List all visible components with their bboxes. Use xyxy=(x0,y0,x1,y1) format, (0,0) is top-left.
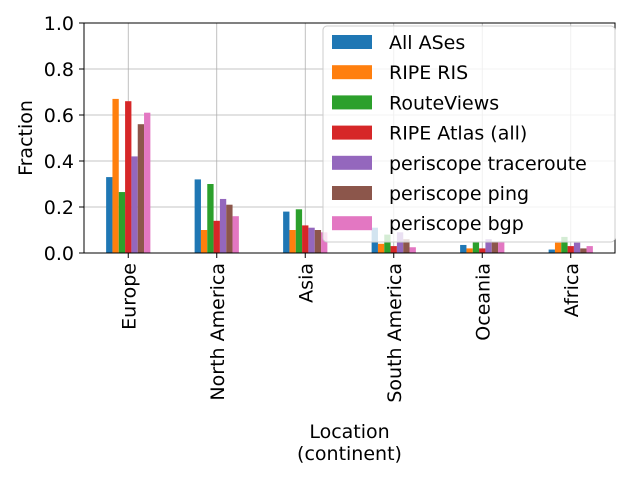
bar xyxy=(226,204,233,253)
x-axis-label: Location (continent) xyxy=(297,421,402,465)
legend-entry: periscope bgp xyxy=(389,213,524,235)
bar xyxy=(125,101,132,253)
bar xyxy=(131,156,138,253)
bar xyxy=(314,230,322,253)
legend-box xyxy=(322,25,616,243)
bar xyxy=(573,242,581,253)
legend-swatch xyxy=(332,35,372,49)
bar xyxy=(548,249,555,253)
bar xyxy=(200,230,208,253)
bar xyxy=(390,246,397,253)
bar xyxy=(118,192,126,253)
y-axis-label: Fraction xyxy=(15,100,37,176)
legend-entry: periscope traceroute xyxy=(389,153,587,175)
bar xyxy=(194,179,201,253)
bar xyxy=(213,220,220,253)
legend-swatch xyxy=(332,95,372,110)
bar xyxy=(554,242,562,253)
bar xyxy=(409,247,416,253)
bar xyxy=(219,198,227,253)
y-tick-label: 0.4 xyxy=(44,151,74,173)
bar xyxy=(586,246,593,253)
x-axis-label-line: (continent) xyxy=(297,443,402,465)
legend-swatch xyxy=(332,65,372,80)
legend-swatch xyxy=(332,155,372,170)
y-tick-label: 1.0 xyxy=(44,13,74,35)
bar xyxy=(308,227,315,253)
bar xyxy=(580,248,587,253)
x-tick-label: Europe xyxy=(118,263,140,330)
bar xyxy=(137,124,145,253)
legend-entry: RIPE Atlas (all) xyxy=(389,123,527,145)
bar xyxy=(207,184,214,253)
y-tick-label: 0.8 xyxy=(44,59,74,81)
legend-entry: RIPE RIS xyxy=(389,62,468,84)
y-tick-label: 0.2 xyxy=(44,197,74,219)
bar xyxy=(396,232,404,253)
bar xyxy=(485,239,492,253)
bar xyxy=(302,225,309,253)
legend-entry: periscope ping xyxy=(389,183,529,205)
legend-entry: RouteViews xyxy=(389,92,499,114)
bar xyxy=(283,211,290,253)
bar xyxy=(472,241,480,253)
x-tick-label: Oceania xyxy=(472,263,494,341)
bar xyxy=(479,248,486,253)
bar xyxy=(403,239,410,253)
bar xyxy=(232,216,239,253)
x-tick-label: Asia xyxy=(295,263,317,303)
bar xyxy=(384,234,391,253)
legend-entry: All ASes xyxy=(389,32,465,54)
legend-swatch xyxy=(332,125,372,140)
bar xyxy=(289,230,296,253)
x-tick-label: North America xyxy=(207,263,229,401)
ticks: 0.0 0.2 0.4 0.6 0.8 1.0 Europe North America Asi… xyxy=(44,13,583,403)
legend-swatch xyxy=(332,216,372,231)
x-axis-label-line: Location xyxy=(309,421,389,443)
legend-swatch xyxy=(332,186,372,200)
bars xyxy=(106,98,593,254)
y-tick-label: 0.0 xyxy=(44,243,74,265)
bar xyxy=(491,241,499,253)
bar xyxy=(112,98,119,254)
x-tick-label: Africa xyxy=(561,263,583,317)
bar xyxy=(295,209,303,253)
bar xyxy=(321,232,328,253)
legend: All ASes RIPE RIS RouteViews RIPE Atlas (al… xyxy=(322,25,616,243)
bar xyxy=(144,112,151,253)
bar xyxy=(106,177,113,253)
bar xyxy=(561,236,568,253)
bar xyxy=(466,248,473,253)
bar xyxy=(498,241,505,253)
bar xyxy=(377,243,385,253)
y-tick-label: 0.6 xyxy=(44,105,74,127)
x-tick-label: South America xyxy=(384,263,406,403)
bar xyxy=(567,246,574,253)
bar xyxy=(460,244,467,253)
